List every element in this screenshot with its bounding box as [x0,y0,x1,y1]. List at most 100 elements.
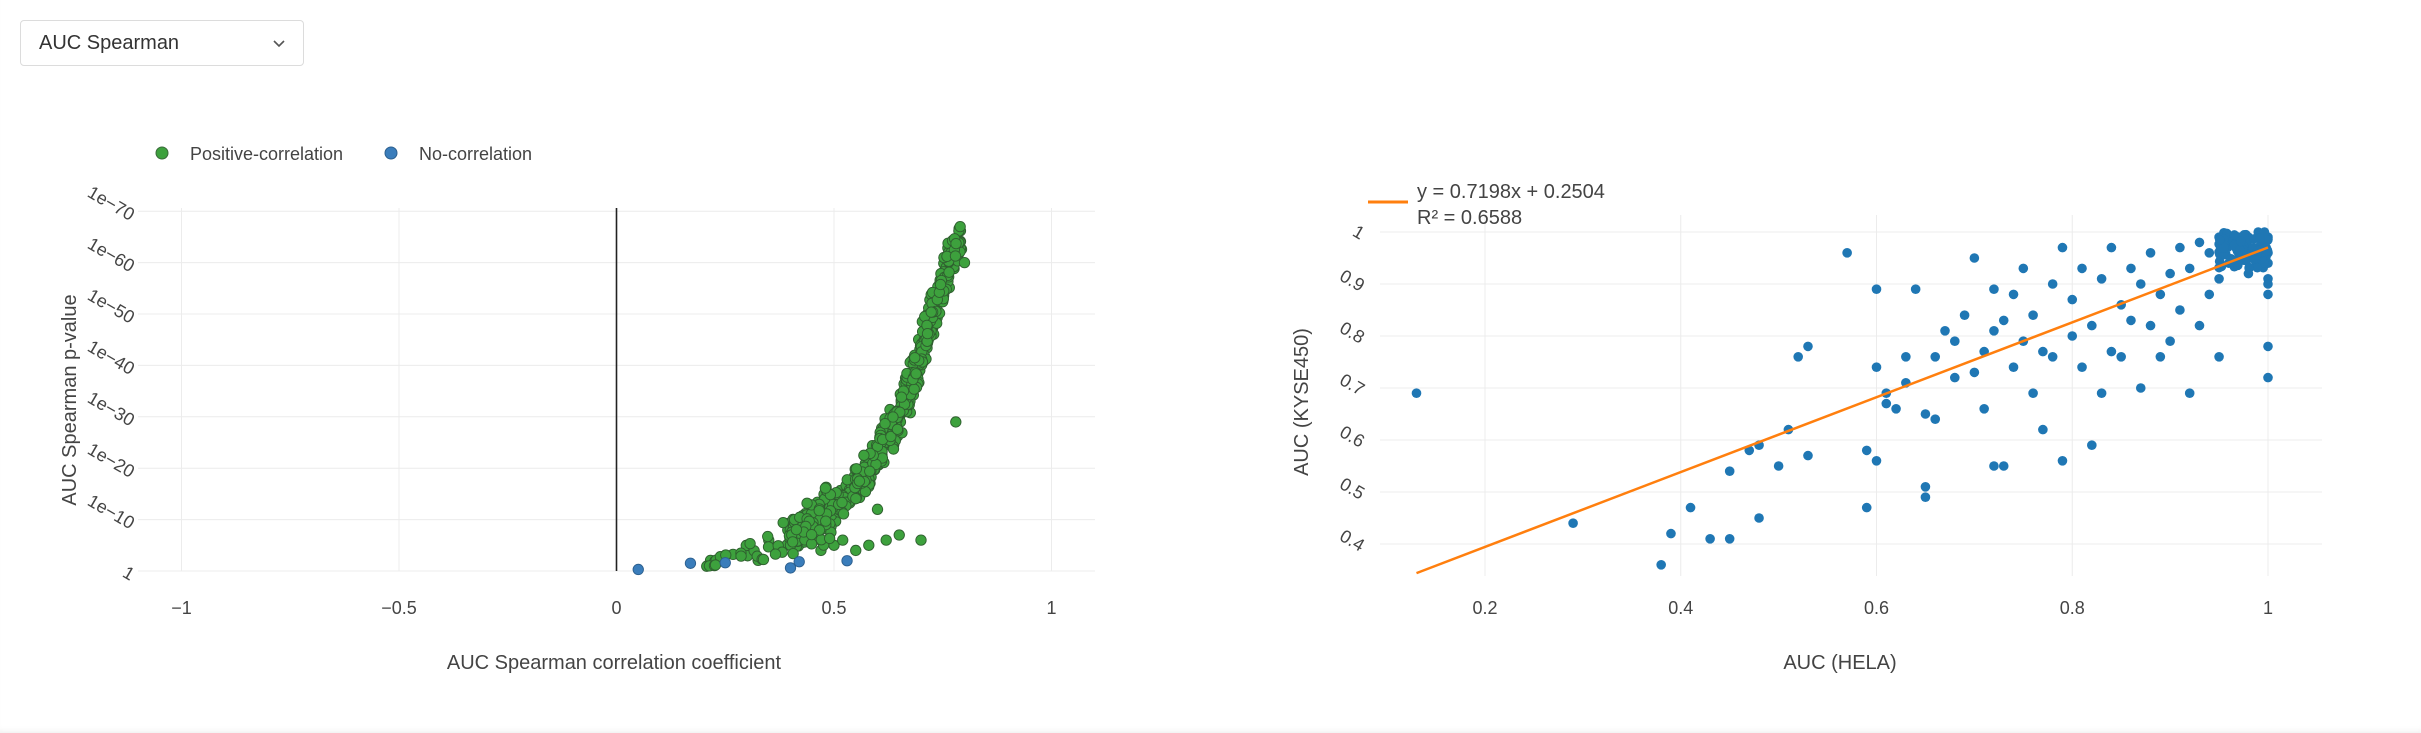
chart2-point [2249,234,2259,244]
chart2-point [2126,263,2136,274]
chart2-point [2229,234,2239,245]
chart2-point [1998,461,2009,471]
chart2-point [2241,229,2251,240]
chart2-point [2228,255,2238,265]
chart2-point [2240,254,2250,264]
chart2-point [1666,528,1676,539]
chart2-point [2237,255,2248,265]
legend-marker-none [384,146,398,160]
chart2-x-tick-label: 0.4 [1668,598,1693,618]
chart1-point-positive [895,391,908,403]
chart1-point-positive [864,465,876,477]
chart1-point-none [684,557,697,569]
chart1-point-positive [823,532,836,545]
chart2-point [1989,284,1999,295]
chart1-x-tick-label: −0.5 [381,598,417,618]
chart2-point [2204,289,2215,300]
chart2-point [2219,234,2229,245]
chart2-point [2263,248,2273,258]
chart2-point [2224,237,2234,248]
chart2-point [2256,247,2267,258]
chart2-point [1871,284,1882,295]
chart1-point-positive [954,220,966,233]
chart1-point-positive [837,534,849,546]
chart1-point-none [719,557,731,569]
chart2-point [2263,341,2273,352]
chart2-point [1920,409,1931,419]
chart2-point [2165,336,2175,347]
chart2-point [2251,257,2261,267]
chart2-point [2258,258,2269,268]
chart1-point-positive [805,528,818,541]
chart2-point [2261,251,2271,262]
chart2-point [1989,326,1999,336]
chart2-point [1979,346,1989,357]
chart2-point [2106,346,2117,357]
chart1-point-none [841,555,853,567]
chart2-point [1881,398,1892,409]
chart2-point [2260,243,2271,254]
chart2-point [2233,253,2244,263]
chart1-y-axis-title: AUC Spearman p-value [59,294,81,505]
chart1-point-positive [820,515,832,527]
chart2-point [2243,243,2253,254]
chart2-point [2233,242,2244,253]
chart2-x-tick-label: 1 [2263,598,2273,618]
chart2-point [2018,263,2029,274]
chart1-point-positive [915,534,927,546]
chart2-point [2242,237,2253,248]
chart2-point [1950,372,1960,383]
chart2-point [2259,227,2270,237]
chart1-point-positive [850,492,862,505]
chart2-point [1773,461,1784,471]
chart1-point-positive [943,266,955,278]
chart2-y-tick-label: 0.5 [1336,474,1368,504]
chart2-point [1920,492,1931,503]
chart2-point [2135,383,2146,393]
chart2-y-tick-label: 1 [1349,221,1368,243]
chart2-point [2222,234,2233,245]
chart2-point [2231,231,2242,242]
chart2-point [2260,233,2271,243]
chart1-point-positive [910,368,922,380]
chart2-point [2184,388,2195,399]
chart2-point [1793,352,1803,362]
chart2-point [2057,456,2068,466]
chart1-point-positive [801,497,813,509]
chart1-point-positive [757,553,770,566]
chart2-point [2116,300,2126,310]
chart1-point-positive [850,463,863,475]
chart1-point-positive [813,504,825,517]
chart2-grid [1380,215,2322,576]
chart2-point [1901,378,1911,388]
legend-label-none[interactable]: No-correlation [419,144,532,164]
legend-label-positive[interactable]: Positive-correlation [190,144,343,164]
chart1-point-positive [735,550,747,562]
chart2-point [1891,404,1901,414]
chart2-point [2224,237,2235,248]
chart2-point [2255,233,2265,243]
chart2-point [1871,456,1882,466]
chart1-y-tick-label: 1e−50 [84,285,138,328]
chart2-point [2038,346,2048,357]
chart2-point [2263,372,2273,383]
chart1-point-positive [744,538,756,550]
chart2-point [2184,263,2195,274]
chart1-x-axis-title: AUC Spearman correlation coefficient [447,652,782,674]
chart2-point [2229,230,2240,240]
chart1-points [632,220,971,576]
chart2-point [2252,249,2262,260]
chart2-point [2238,252,2249,263]
chart2-point [2263,232,2273,242]
chart2-point [2232,246,2243,257]
chart2-point [2244,262,2254,273]
chart2-point [2057,242,2068,253]
chart1-x-tick-label: 0.5 [821,598,846,618]
chart2-point [2067,331,2078,341]
chart1-point-positive [893,529,905,541]
chart2-point [2262,245,2273,256]
chart2-point [2155,289,2166,300]
chart2-point [2219,241,2229,251]
metric-select[interactable]: AUC Spearman [20,20,304,66]
